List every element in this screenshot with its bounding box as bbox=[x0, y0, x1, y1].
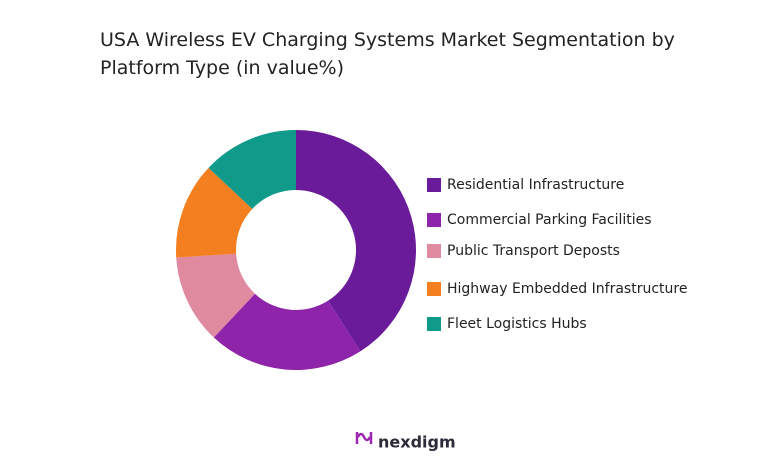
legend-swatch bbox=[427, 282, 441, 296]
donut-slice bbox=[208, 130, 296, 209]
legend-label: Residential Infrastructure bbox=[447, 177, 624, 193]
brand-name: nexdigm bbox=[378, 433, 456, 452]
legend-label: Public Transport Deposts bbox=[447, 243, 620, 259]
legend-swatch bbox=[427, 244, 441, 258]
brand-logo bbox=[355, 432, 373, 444]
legend-label: Highway Embedded Infrastructure bbox=[447, 281, 687, 297]
donut-slice bbox=[176, 253, 255, 338]
donut-slice bbox=[296, 130, 417, 352]
legend-label: Commercial Parking Facilities bbox=[447, 212, 652, 228]
legend-label: Fleet Logistics Hubs bbox=[447, 316, 587, 332]
legend-swatch bbox=[427, 178, 441, 192]
donut-slice bbox=[176, 167, 253, 258]
legend-swatch bbox=[427, 317, 441, 331]
donut-slice bbox=[213, 293, 361, 370]
legend-swatch bbox=[427, 213, 441, 227]
chart-title: USA Wireless EV Charging Systems Market … bbox=[100, 29, 675, 79]
